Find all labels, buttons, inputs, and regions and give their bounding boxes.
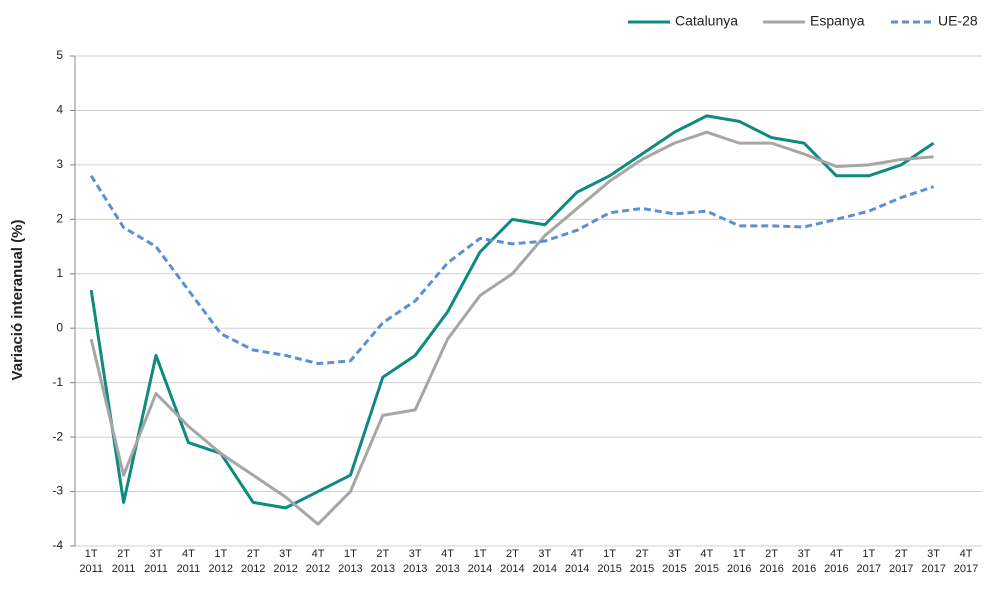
legend-label: UE-28	[938, 13, 978, 29]
y-tick-label: -4	[52, 538, 63, 552]
x-tick-label: 2T 2014	[500, 548, 524, 575]
x-tick-label: 4T 2013	[435, 548, 459, 575]
x-tick-label: 2T 2016	[759, 548, 783, 575]
series-line	[89, 174, 935, 366]
x-tick-label: 1T 2014	[468, 548, 492, 575]
x-tick-label: 4T 2011	[177, 548, 201, 575]
x-tick-label: 1T 2011	[79, 548, 103, 575]
series-line	[89, 114, 935, 510]
y-tick-label: -3	[52, 484, 63, 498]
x-tick-label: 2T 2012	[241, 548, 265, 575]
x-tick-label: 3T 2012	[273, 548, 297, 575]
x-tick-label: 1T 2017	[857, 548, 881, 575]
x-tick-label: 1T 2016	[727, 548, 751, 575]
x-tick-label: 2T 2013	[371, 548, 395, 575]
y-axis-label: Variació interanual (%)	[9, 220, 26, 381]
y-tick-label: -1	[52, 375, 63, 389]
x-tick-label: 2T 2017	[889, 548, 913, 575]
x-tick-label: 4T 2017	[954, 548, 978, 575]
x-tick-label: 4T 2012	[306, 548, 330, 575]
x-tick-label: 3T 2017	[921, 548, 945, 575]
x-tick-label: 1T 2012	[209, 548, 233, 575]
x-tick-label: 3T 2011	[144, 548, 168, 575]
x-tick-label: 3T 2015	[662, 548, 686, 575]
series-line	[89, 130, 934, 526]
x-tick-label: 3T 2014	[533, 548, 557, 575]
y-tick-label: 0	[56, 320, 63, 334]
legend-label: Espanya	[810, 13, 865, 29]
x-tick-label: 2T 2011	[112, 548, 136, 575]
x-tick-label: 1T 2015	[597, 548, 621, 575]
x-tick-label: 4T 2016	[824, 548, 848, 575]
x-tick-label: 4T 2014	[565, 548, 589, 575]
y-tick-label: -2	[52, 429, 63, 443]
x-tick-label: 4T 2015	[695, 548, 719, 575]
y-tick-label: 3	[56, 157, 63, 171]
y-tick-label: 1	[56, 266, 63, 280]
y-tick-label: 5	[56, 48, 63, 62]
x-tick-label: 3T 2013	[403, 548, 427, 575]
legend-label: Catalunya	[675, 13, 738, 29]
x-tick-label: 2T 2015	[630, 548, 654, 575]
y-tick-label: 2	[56, 212, 63, 226]
x-tick-label: 1T 2013	[338, 548, 362, 575]
x-tick-label: 3T 2016	[792, 548, 816, 575]
y-tick-label: 4	[56, 103, 63, 117]
